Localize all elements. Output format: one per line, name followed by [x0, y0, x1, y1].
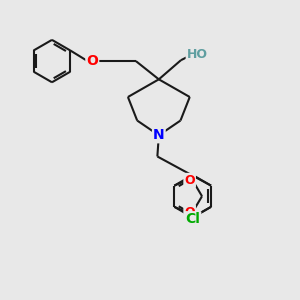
Text: O: O	[184, 174, 195, 187]
Text: HO: HO	[187, 48, 208, 61]
Text: N: N	[153, 128, 165, 142]
Text: Cl: Cl	[185, 212, 200, 226]
Text: O: O	[86, 54, 98, 68]
Text: O: O	[184, 206, 195, 219]
